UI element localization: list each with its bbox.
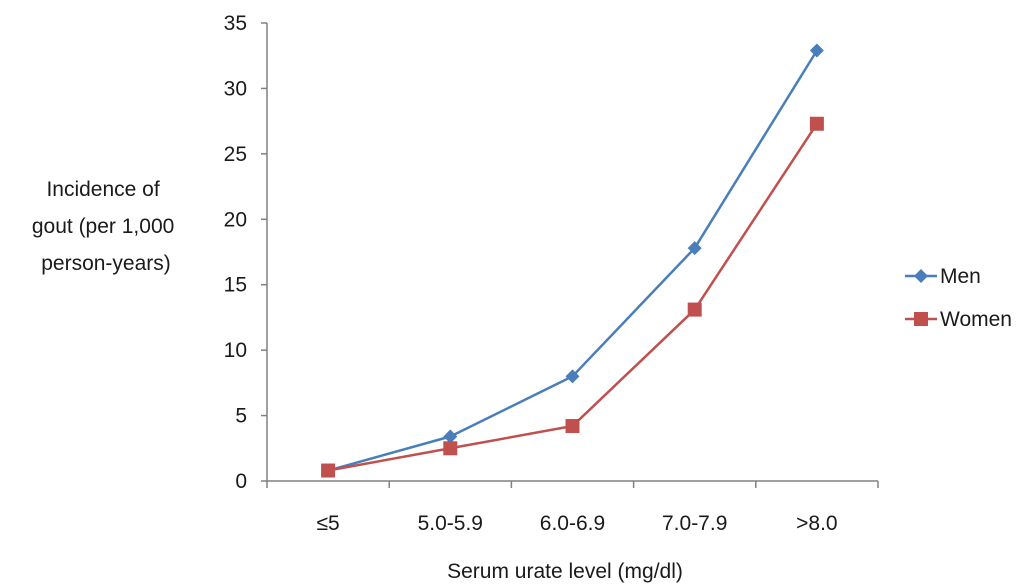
x-tick-label: ≤5 xyxy=(316,512,339,535)
y-tick-label: 25 xyxy=(224,143,247,166)
data-point-women xyxy=(443,441,458,456)
y-axis-title-line-1: Incidence of xyxy=(46,178,159,201)
x-axis: ≤5 5.0-5.9 6.0-6.9 7.0-7.9 >8.0 xyxy=(266,480,879,535)
x-axis-title: Serum urate level (mg/dl) xyxy=(447,560,683,583)
series-men xyxy=(321,43,824,478)
legend: Men Women xyxy=(905,265,1012,331)
series-line-men xyxy=(327,49,818,472)
x-tick-label: 6.0-6.9 xyxy=(540,512,605,535)
series-layer xyxy=(321,43,824,478)
y-tick-label: 20 xyxy=(224,208,247,231)
y-axis-title: Incidence of gout (per 1,000 person-year… xyxy=(32,178,180,275)
legend-item-men: Men xyxy=(905,265,981,288)
y-tick-label: 15 xyxy=(224,274,247,297)
data-point-women xyxy=(321,463,336,478)
data-point-women xyxy=(687,302,702,317)
legend-label: Men xyxy=(940,265,981,288)
series-women xyxy=(321,116,824,478)
legend-label: Women xyxy=(940,308,1012,331)
y-axis-title-line-3: person-years) xyxy=(41,252,171,275)
data-point-women xyxy=(565,419,580,434)
y-tick-label: 5 xyxy=(235,405,247,428)
data-point-men xyxy=(565,369,580,384)
y-tick-label: 30 xyxy=(224,77,247,100)
data-point-women xyxy=(809,116,824,131)
y-axis-title-line-2: gout (per 1,000 xyxy=(32,215,174,238)
data-point-men xyxy=(687,241,702,256)
y-tick-label: 35 xyxy=(224,12,247,35)
data-point-men xyxy=(809,43,824,58)
legend-swatch-marker xyxy=(914,269,928,283)
series-line-women xyxy=(327,123,818,472)
x-tick-label: 7.0-7.9 xyxy=(662,512,727,535)
y-tick-label: 0 xyxy=(235,470,247,493)
data-point-men xyxy=(443,429,458,444)
y-axis: 0 5 10 15 20 25 30 35 xyxy=(224,12,268,493)
y-tick-label: 10 xyxy=(224,339,247,362)
x-tick-label: >8.0 xyxy=(796,512,837,535)
x-tick-label: 5.0-5.9 xyxy=(418,512,483,535)
legend-item-women: Women xyxy=(905,308,1012,331)
legend-swatch-marker xyxy=(914,312,928,326)
